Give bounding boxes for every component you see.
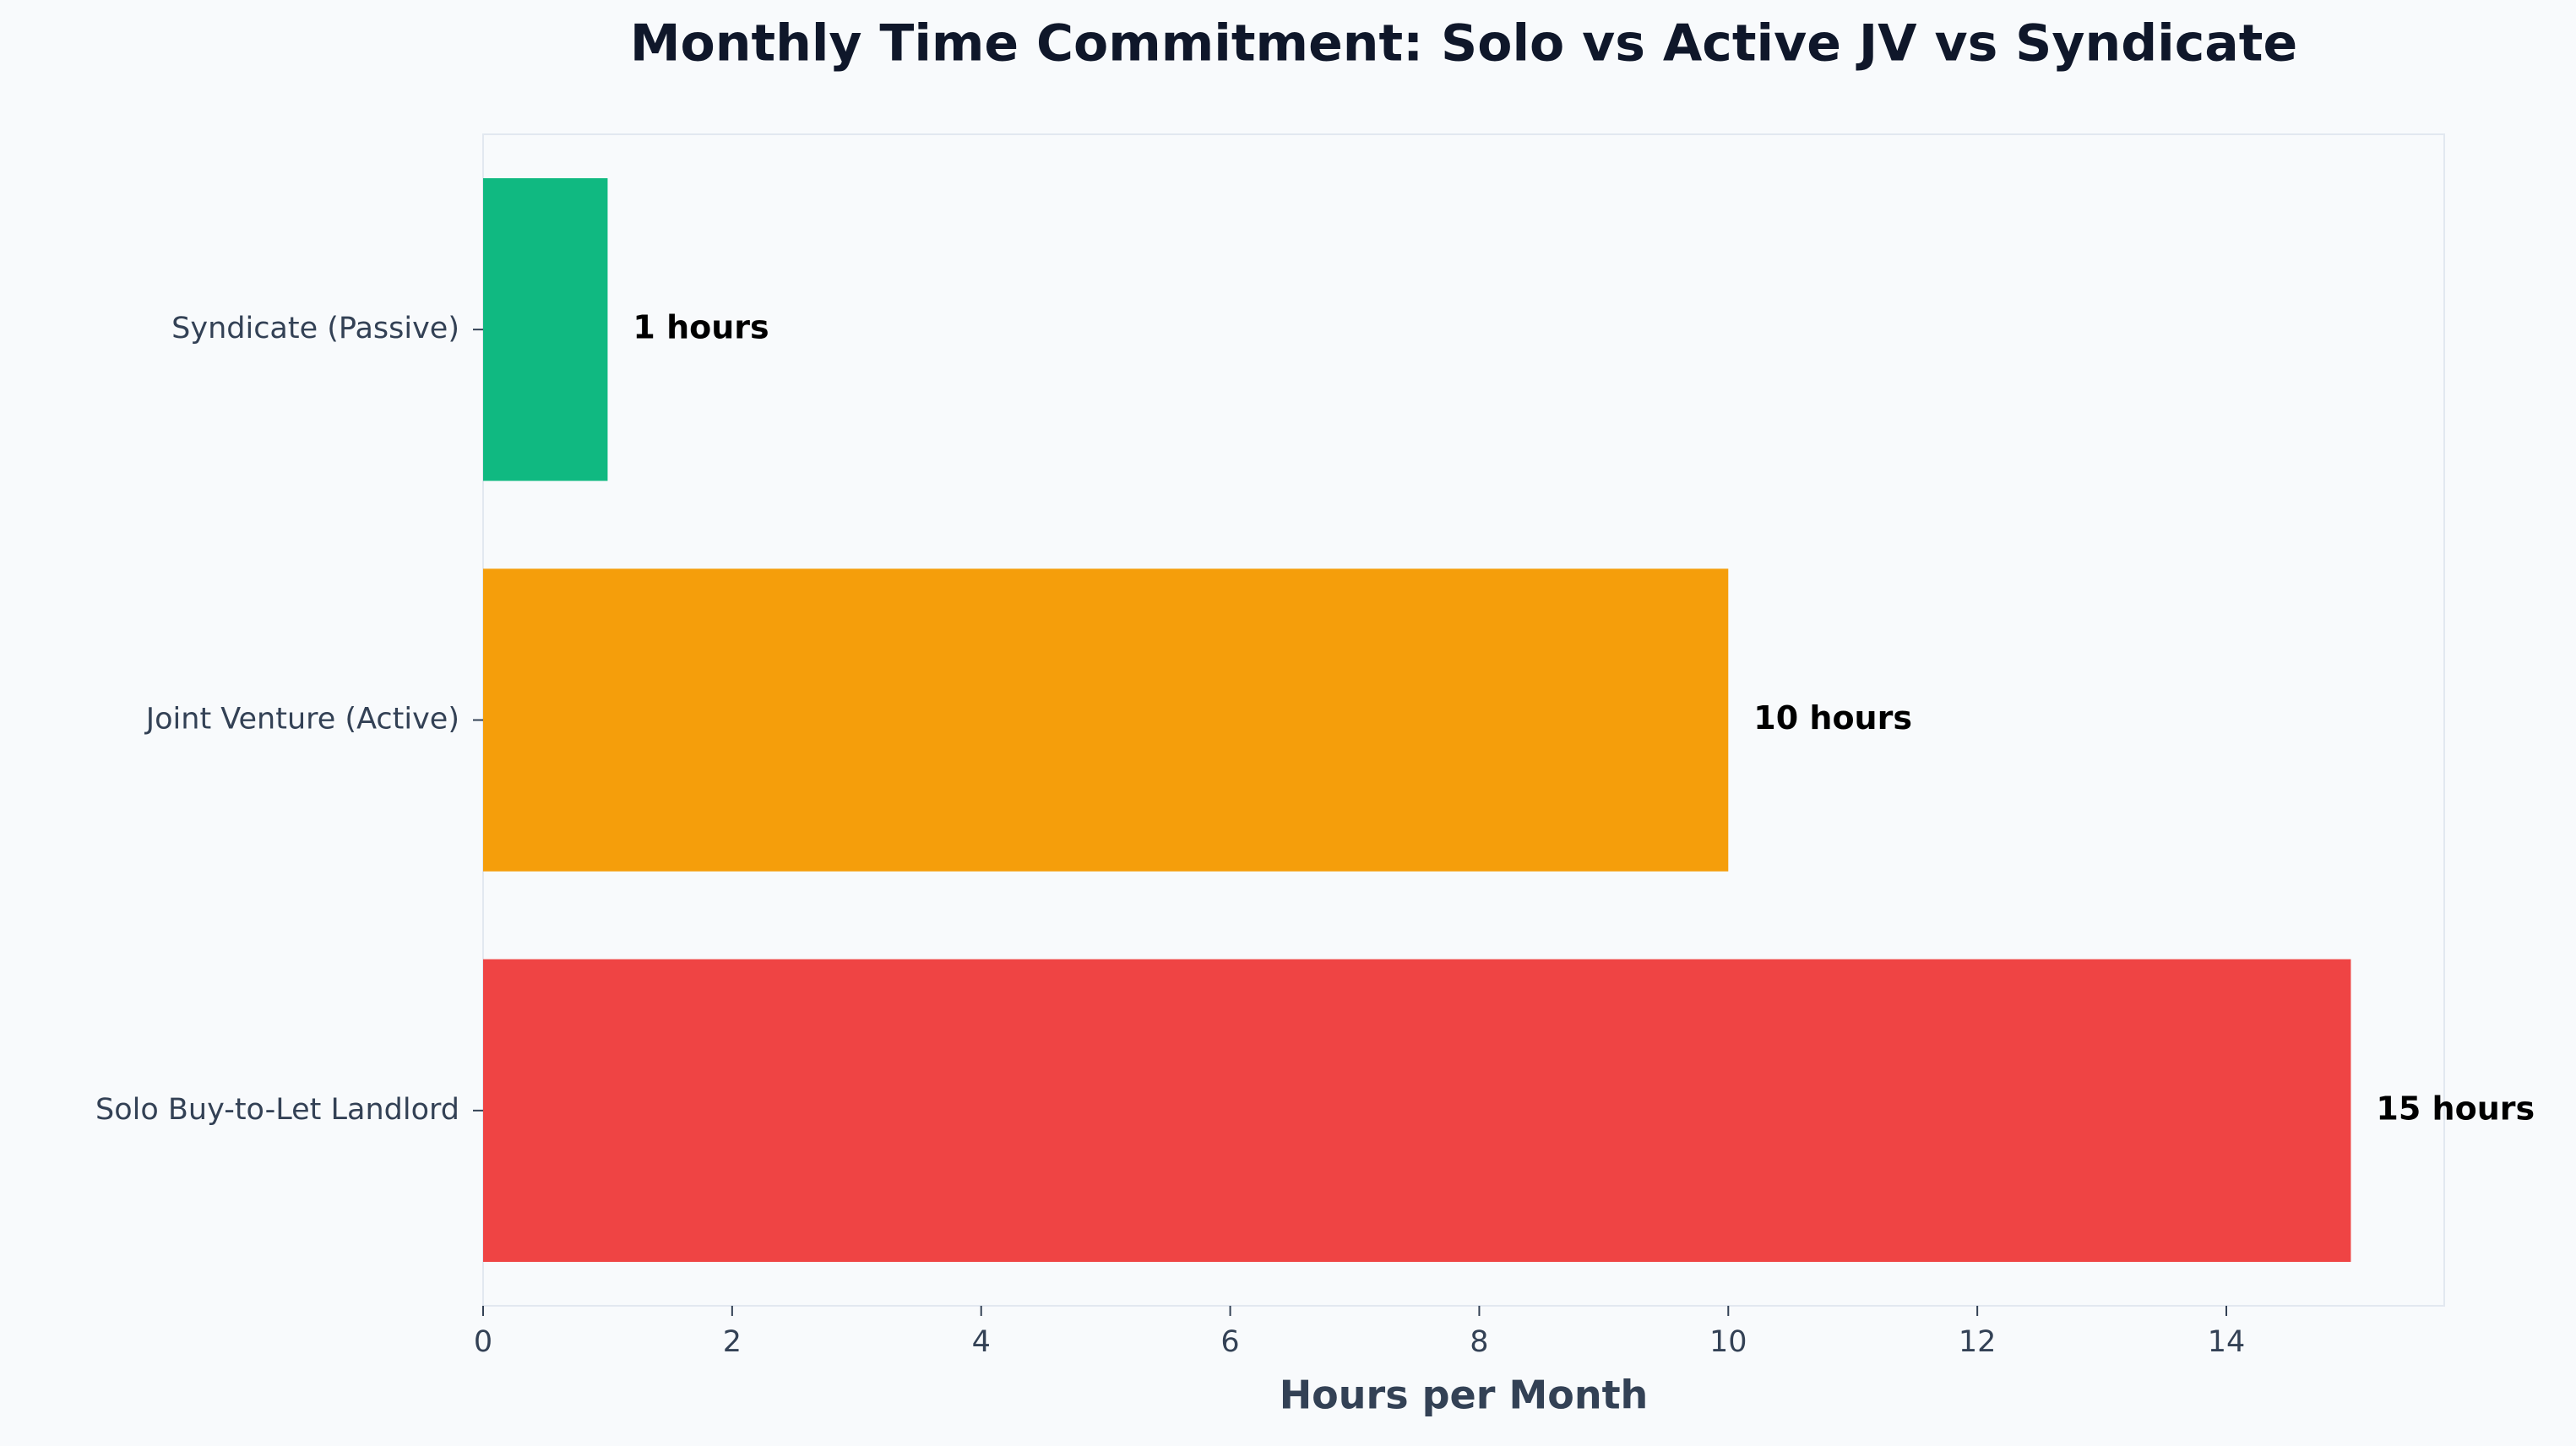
bar	[483, 568, 1729, 872]
y-tick-label: Joint Venture (Active)	[144, 703, 459, 737]
x-tick-label: 2	[723, 1325, 742, 1359]
x-tick-label: 14	[2208, 1325, 2246, 1359]
x-tick-label: 6	[1220, 1325, 1239, 1359]
y-tick-label: Syndicate (Passive)	[171, 312, 459, 345]
x-tick-label: 10	[1709, 1325, 1747, 1359]
x-tick-label: 8	[1470, 1325, 1488, 1359]
y-tick-label: Solo Buy-to-Let Landlord	[95, 1093, 459, 1127]
x-tick-label: 0	[474, 1325, 492, 1359]
x-axis-label: Hours per Month	[1280, 1373, 1649, 1418]
bar	[483, 178, 608, 481]
value-label: 10 hours	[1753, 699, 1912, 737]
value-label: 1 hours	[633, 309, 769, 346]
bar	[483, 959, 2351, 1262]
chart-title: Monthly Time Commitment: Solo vs Active …	[630, 14, 2297, 73]
value-label: 15 hours	[2376, 1090, 2535, 1127]
x-tick-label: 4	[972, 1325, 991, 1359]
x-tick-label: 12	[1959, 1325, 1997, 1359]
